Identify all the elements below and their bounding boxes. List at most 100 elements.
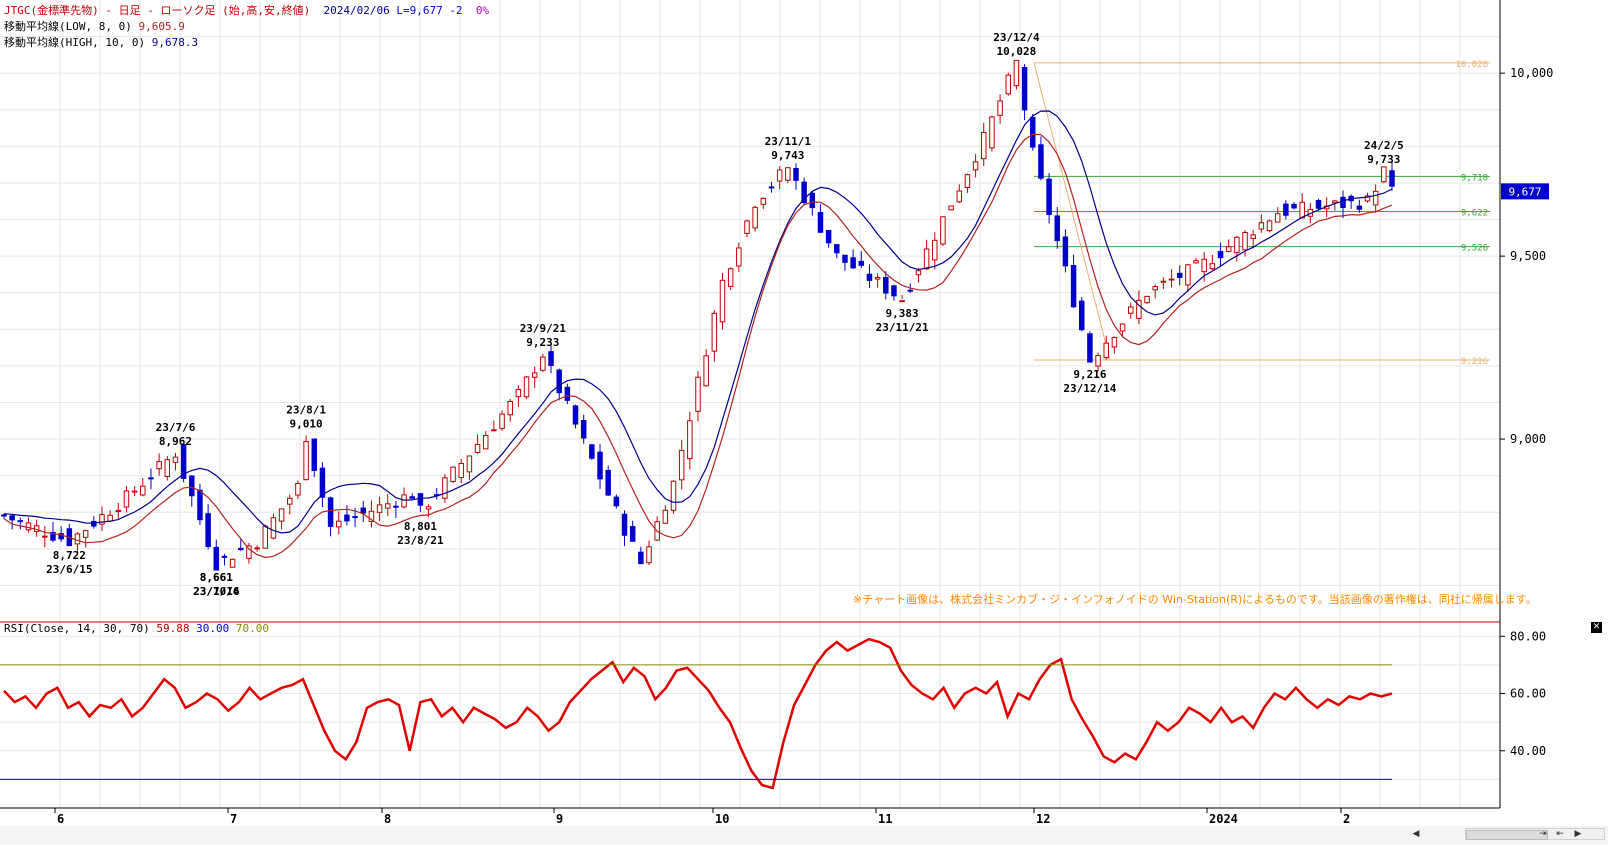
candle-body [883, 276, 889, 294]
candle-body [1234, 236, 1240, 254]
candle-body [703, 355, 709, 387]
price-level-label: 9,216 [1461, 357, 1488, 367]
rsi-upper: 70.00 [235, 622, 269, 635]
candle-body [670, 480, 677, 511]
x-tick-label: 9 [556, 812, 563, 826]
candle-body [1127, 306, 1134, 314]
candle-body [107, 514, 113, 522]
candle-body [1315, 200, 1322, 209]
candle-body [123, 490, 130, 508]
bottom-toolbar [0, 826, 1608, 845]
candle-body [1176, 272, 1183, 278]
candle-body [1160, 280, 1167, 283]
candle-body [556, 369, 562, 394]
candle-body [507, 400, 513, 416]
candle-body [458, 462, 464, 479]
candle-body [1136, 299, 1142, 319]
candle-body [719, 279, 726, 323]
candle-body [736, 247, 742, 267]
zoom-out-icon[interactable]: ⇤ [1556, 829, 1564, 839]
annotation-value: 8,962 [159, 435, 192, 448]
x-tick-label: 2 [1343, 812, 1350, 826]
candle-body [238, 547, 244, 551]
candle-body [768, 186, 775, 189]
candle-body [662, 509, 669, 524]
candle-body [727, 268, 734, 287]
rsi-legend: RSI(Close, 14, 30, 70) 59.88 30.00 70.00 [4, 622, 269, 635]
annotation-value: 8,801 [404, 520, 437, 533]
x-tick-label: 8 [384, 812, 391, 826]
x-tick-label: 11 [878, 812, 892, 826]
horizontal-scrollbar[interactable] [1465, 828, 1605, 840]
candle-body [989, 116, 995, 149]
candle-body [1193, 260, 1199, 264]
candle-body [1046, 178, 1052, 215]
zoom-in-icon[interactable]: ⇥ [1539, 829, 1547, 839]
candle-body [1119, 323, 1126, 332]
candle-body [1340, 196, 1346, 209]
candle-body [956, 190, 963, 203]
candle-body [499, 413, 505, 429]
candle-body [1005, 74, 1012, 95]
candle-body [482, 434, 489, 450]
candle-body [99, 514, 105, 525]
close-rsi-pane-button[interactable]: ✕ [1591, 622, 1602, 633]
candle-body [1364, 195, 1371, 202]
candle-body [866, 273, 873, 281]
annotation-date: 23/6/15 [46, 563, 92, 576]
candle-body [531, 372, 538, 378]
candle-body [834, 244, 840, 254]
candle-body [1013, 59, 1020, 87]
candle-body [25, 522, 32, 531]
scroll-right-icon[interactable]: ▶ [1574, 829, 1582, 839]
candle-body [189, 475, 195, 497]
candle-body [466, 455, 473, 473]
candle-body [401, 494, 407, 508]
candle-body [540, 356, 546, 371]
candle-body [1103, 342, 1109, 359]
candle-body [1299, 201, 1305, 219]
rsi-axis-labels: 40.00 60.00 80.00 [1500, 629, 1546, 758]
candle-body [91, 520, 97, 527]
y-tick-label: 10,000 [1510, 66, 1553, 80]
last-price: L=9,677 [396, 4, 443, 17]
candle-body [1030, 116, 1036, 148]
rsi-tick-label: 40.00 [1510, 744, 1546, 758]
annotation-date: 23/7/14 [193, 585, 240, 598]
candle-body [1, 514, 7, 517]
candle-body [1372, 190, 1379, 206]
candle-body [148, 477, 154, 480]
candle-body [915, 270, 922, 276]
candle-body [1225, 246, 1232, 252]
candle-body [491, 429, 497, 432]
candle-body [442, 477, 448, 499]
scroll-left-icon[interactable]: ◀ [1412, 829, 1420, 839]
ma-low-value: 9,605.9 [138, 20, 185, 33]
price-change-pct: 0% [475, 4, 490, 17]
candle-body [776, 169, 783, 182]
candle-body [621, 513, 628, 536]
candle-body [115, 509, 122, 513]
y-tick-label: 9,000 [1510, 432, 1546, 446]
candle-body [981, 131, 987, 160]
candle-body [344, 514, 350, 522]
price-change: -2 [449, 4, 463, 17]
candle-body [629, 526, 636, 542]
candle-body [964, 174, 971, 188]
candle-body [360, 507, 366, 514]
rsi-line [3, 637, 1393, 790]
annotation-date: 23/10/6 [193, 585, 240, 598]
moving-average-lines [3, 110, 1393, 559]
candle-body [74, 533, 81, 545]
annotation-value: 9,010 [290, 417, 323, 430]
price-axis-labels: 9,000 9,500 10,000 [1500, 66, 1553, 446]
candle-body [646, 546, 652, 564]
scrollbar-thumb[interactable] [1466, 830, 1548, 840]
candle-body [246, 545, 252, 559]
candle-body [678, 449, 685, 481]
candle-body [1356, 205, 1363, 210]
candle-body [817, 212, 824, 233]
candle-body [17, 520, 24, 523]
price-level-lines: 10,028 9,718 9,622 9,526 9,216 [1033, 60, 1490, 367]
